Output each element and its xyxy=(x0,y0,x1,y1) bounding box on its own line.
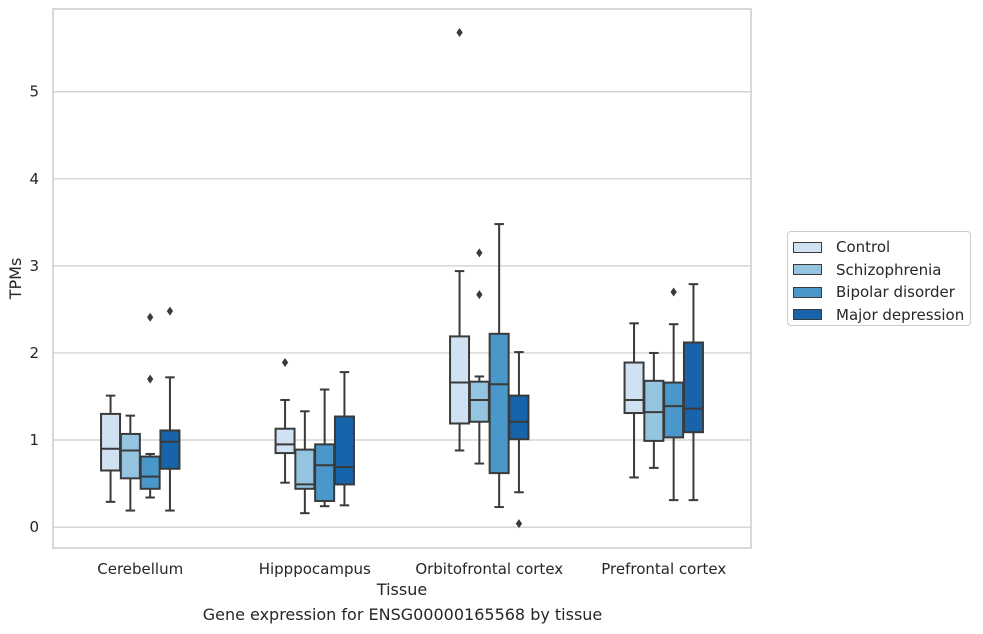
legend-item-major-depression: Major depression xyxy=(793,304,970,327)
y-axis-label: TPMs xyxy=(6,258,25,301)
legend-item-control: Control xyxy=(793,236,970,259)
figure-caption: Gene expression for ENSG00000165568 by t… xyxy=(202,605,603,624)
box-control-orbitofrontal-cortex xyxy=(449,335,471,425)
legend-swatch-major-depression xyxy=(793,309,822,321)
legend-label-major-depression: Major depression xyxy=(836,305,965,324)
x-tick-label: Hipppocampus xyxy=(259,560,371,578)
box-major-depression-orbitofrontal-cortex xyxy=(508,394,530,441)
legend: Control Schizophrenia Bipolar disorder M… xyxy=(787,231,971,326)
box-bipolar-disorder-orbitofrontal-cortex xyxy=(488,332,510,475)
y-tick-label: 0 xyxy=(29,518,39,536)
legend-swatch-control xyxy=(793,241,822,253)
legend-label-control: Control xyxy=(836,238,891,257)
box-schizophrenia-orbitofrontal-cortex-outlier xyxy=(476,248,483,258)
box-major-depression-hipppocampus xyxy=(333,415,355,486)
box-schizophrenia-hipppocampus xyxy=(294,448,316,490)
box-bipolar-disorder-cerebellum-outlier xyxy=(147,374,154,384)
plot-frame xyxy=(52,8,752,549)
box-control-hipppocampus-outlier xyxy=(281,358,289,368)
box-control-prefrontal-cortex xyxy=(623,361,645,415)
box-bipolar-disorder-prefrontal-cortex xyxy=(663,381,685,439)
legend-label-bipolar-disorder: Bipolar disorder xyxy=(836,283,955,302)
y-tick-label: 5 xyxy=(29,83,39,101)
box-bipolar-disorder-cerebellum xyxy=(139,455,161,490)
y-tick-label: 4 xyxy=(29,170,39,188)
legend-swatch-schizophrenia xyxy=(793,264,822,276)
x-tick-label: Cerebellum xyxy=(97,560,183,578)
box-control-orbitofrontal-cortex-outlier xyxy=(456,28,463,38)
legend-item-bipolar-disorder: Bipolar disorder xyxy=(793,281,970,304)
box-schizophrenia-prefrontal-cortex xyxy=(643,379,665,442)
y-tick-label: 1 xyxy=(29,431,39,449)
legend-item-schizophrenia: Schizophrenia xyxy=(793,259,970,282)
box-bipolar-disorder-cerebellum-outlier xyxy=(147,312,154,322)
box-major-depression-orbitofrontal-cortex-outlier xyxy=(515,519,523,529)
x-tick-label: Prefrontal cortex xyxy=(601,560,726,578)
box-schizophrenia-orbitofrontal-cortex-outlier xyxy=(476,290,483,300)
box-control-hipppocampus xyxy=(274,427,296,455)
x-axis-label: Tissue xyxy=(376,580,427,599)
box-bipolar-disorder-prefrontal-cortex-outlier xyxy=(670,287,677,297)
x-tick-label: Orbitofrontal cortex xyxy=(415,560,563,578)
legend-label-schizophrenia: Schizophrenia xyxy=(836,260,942,279)
box-bipolar-disorder-hipppocampus xyxy=(314,443,336,502)
box-schizophrenia-orbitofrontal-cortex xyxy=(468,380,490,423)
box-major-depression-prefrontal-cortex xyxy=(682,341,704,434)
y-tick-label: 3 xyxy=(29,257,39,275)
box-schizophrenia-cerebellum xyxy=(119,432,141,480)
legend-swatch-bipolar-disorder xyxy=(793,286,822,298)
box-major-depression-cerebellum-outlier xyxy=(166,306,174,316)
box-control-cerebellum xyxy=(100,412,122,472)
box-major-depression-cerebellum xyxy=(159,429,181,470)
y-tick-label: 2 xyxy=(29,344,39,362)
